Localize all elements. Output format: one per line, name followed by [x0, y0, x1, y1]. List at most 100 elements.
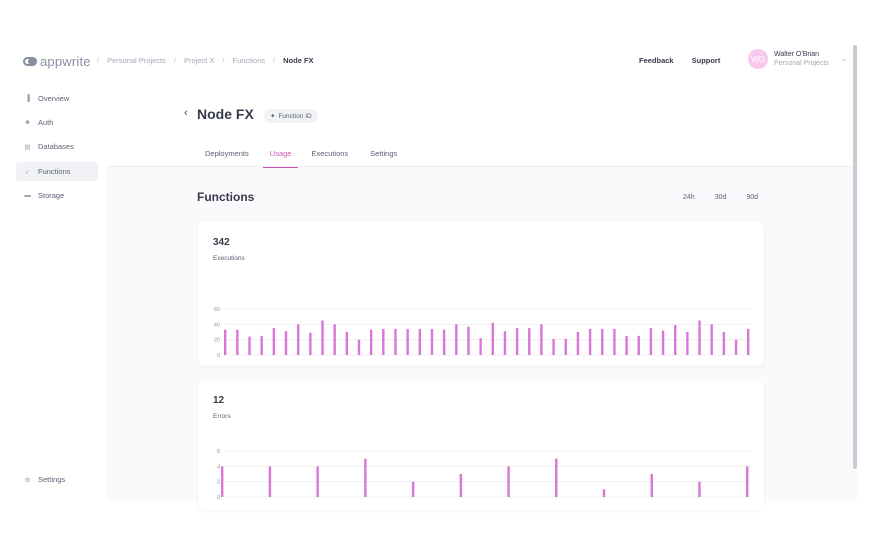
- chart-bar[interactable]: [394, 328, 397, 355]
- chart-bar[interactable]: [418, 328, 422, 355]
- chart-bar[interactable]: [430, 328, 434, 355]
- chart-bar[interactable]: [686, 332, 689, 355]
- chart-bar[interactable]: [364, 458, 367, 497]
- tab-deployments[interactable]: Deployments: [205, 149, 249, 158]
- chart-bar[interactable]: [248, 336, 251, 355]
- chart-bar[interactable]: [698, 320, 701, 356]
- sidebar-item-label: Overview: [38, 94, 70, 103]
- chart-bar[interactable]: [564, 338, 567, 355]
- chart-bar[interactable]: [268, 466, 272, 497]
- breadcrumb-project[interactable]: Project X: [183, 56, 215, 65]
- chart-bar[interactable]: [552, 338, 555, 355]
- chart-bar[interactable]: [442, 329, 446, 355]
- breadcrumb: / Personal Projects / Project X / Functi…: [97, 56, 314, 65]
- chart-bar[interactable]: [455, 324, 458, 355]
- tab-usage[interactable]: Usage: [262, 149, 299, 168]
- chart-bar[interactable]: [224, 329, 227, 355]
- back-arrow-icon[interactable]: ‹: [184, 107, 188, 119]
- tab-executions[interactable]: Executions: [311, 149, 349, 158]
- chart-bar[interactable]: [321, 320, 324, 356]
- function-id-badge[interactable]: ✦ Function ID: [264, 109, 318, 123]
- period-30d[interactable]: 30d: [714, 194, 727, 201]
- chart-bar[interactable]: [625, 335, 628, 355]
- chart-bar[interactable]: [602, 489, 606, 497]
- sidebar-item-auth[interactable]: ☻ Auth: [16, 113, 98, 132]
- chevron-down-icon[interactable]: ⌄: [840, 56, 847, 63]
- logo-text: appwrite: [40, 54, 91, 69]
- chart-bar[interactable]: [601, 328, 604, 355]
- sidebar-item-label: Functions: [38, 167, 71, 176]
- feedback-link[interactable]: Feedback: [639, 56, 674, 65]
- sidebar-item-label: Auth: [38, 118, 54, 127]
- chart-bar[interactable]: [411, 481, 415, 497]
- chart-bar[interactable]: [698, 481, 701, 497]
- executions-count: 342: [213, 237, 230, 248]
- y-tick-label: 2: [217, 480, 220, 486]
- chart-bar[interactable]: [382, 328, 385, 355]
- chart-bar[interactable]: [221, 466, 224, 497]
- user-menu[interactable]: WO Walter O'Brian Personal Projects ⌄: [748, 49, 847, 69]
- period-24h[interactable]: 24h: [683, 194, 695, 201]
- chart-bar[interactable]: [309, 332, 312, 355]
- chart-bar[interactable]: [576, 332, 580, 355]
- y-tick-label: 60: [214, 307, 220, 313]
- chart-bar[interactable]: [491, 322, 494, 355]
- logo-icon: [23, 57, 37, 66]
- chart-bar[interactable]: [722, 332, 726, 355]
- chart-bar[interactable]: [345, 332, 349, 355]
- sidebar-item-settings[interactable]: ⚙ Settings: [16, 470, 98, 489]
- chart-bar[interactable]: [459, 474, 463, 497]
- sidebar-item-functions[interactable]: ✓ Functions: [16, 162, 98, 181]
- sidebar-item-label: Storage: [38, 191, 65, 200]
- chart-bar[interactable]: [674, 325, 677, 355]
- support-link[interactable]: Support: [691, 56, 721, 65]
- chart-bar[interactable]: [540, 324, 543, 355]
- tab-settings[interactable]: Settings: [370, 149, 398, 158]
- chart-bar[interactable]: [649, 328, 653, 355]
- errors-card: 12 Errors 0 2 4 6: [198, 380, 764, 510]
- chart-bar[interactable]: [661, 330, 665, 355]
- chart-bar[interactable]: [357, 339, 361, 355]
- top-header: appwrite / Personal Projects / Project X…: [15, 45, 858, 77]
- chart-bar[interactable]: [528, 328, 531, 355]
- chart-bar[interactable]: [734, 339, 738, 355]
- chart-bar[interactable]: [284, 331, 288, 355]
- chart-bar[interactable]: [467, 326, 470, 355]
- avatar[interactable]: WO: [748, 49, 768, 69]
- chart-bar[interactable]: [406, 328, 409, 355]
- breadcrumb-functions[interactable]: Functions: [232, 56, 266, 65]
- scrollbar[interactable]: [853, 45, 857, 469]
- sidebar-item-overview[interactable]: ▐ Overview: [16, 89, 98, 108]
- chart-bar[interactable]: [747, 328, 750, 355]
- chart-bar[interactable]: [296, 324, 300, 355]
- sidebar-item-label: Settings: [38, 475, 66, 484]
- chart-bar[interactable]: [555, 458, 558, 497]
- chart-bar[interactable]: [316, 466, 319, 497]
- chart-bar[interactable]: [272, 328, 276, 355]
- y-tick-label: 6: [217, 449, 220, 455]
- chart-bar[interactable]: [507, 466, 510, 497]
- user-name: Walter O'Brian: [774, 51, 820, 58]
- chart-bar[interactable]: [613, 328, 616, 355]
- chart-bar[interactable]: [746, 466, 749, 497]
- period-90d[interactable]: 90d: [746, 194, 759, 201]
- chart-bar[interactable]: [369, 329, 373, 355]
- chart-bar[interactable]: [710, 324, 713, 355]
- y-tick-label: 40: [214, 322, 220, 328]
- chart-bar[interactable]: [333, 324, 336, 355]
- chart-bar[interactable]: [503, 331, 507, 355]
- errors-count: 12: [213, 395, 225, 406]
- chart-bar[interactable]: [588, 328, 592, 355]
- database-icon: ▤: [24, 143, 31, 151]
- chart-bar[interactable]: [515, 328, 519, 355]
- appwrite-logo[interactable]: appwrite: [23, 54, 91, 69]
- chart-bar[interactable]: [236, 329, 239, 355]
- sidebar-item-storage[interactable]: ▬ Storage: [16, 186, 98, 205]
- chart-bar[interactable]: [650, 474, 653, 497]
- chart-bar[interactable]: [260, 335, 263, 355]
- breadcrumb-personal-projects[interactable]: Personal Projects: [107, 56, 166, 65]
- sidebar-item-databases[interactable]: ▤ Databases: [16, 137, 98, 156]
- chart-bar[interactable]: [637, 335, 640, 355]
- chart-bar[interactable]: [479, 338, 482, 355]
